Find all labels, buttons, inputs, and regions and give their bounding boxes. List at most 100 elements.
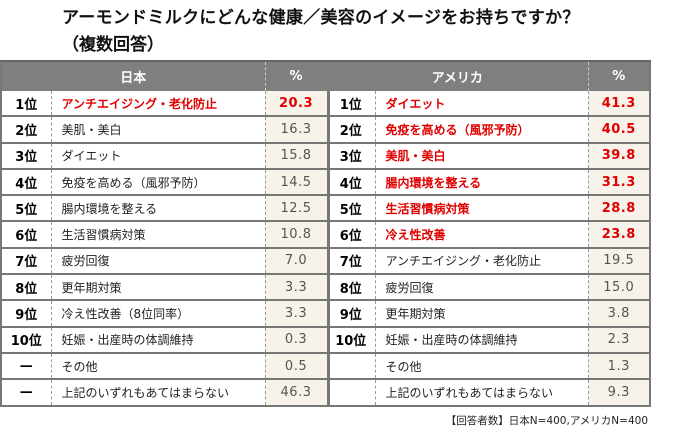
- table-row: 6位 生活習慣病対策 10.8: [1, 221, 329, 249]
- item-cell: 疲労回復: [375, 274, 589, 302]
- respondents-note: 【回答者数】日本N=400,アメリカN=400: [445, 415, 648, 427]
- pct-cell: 15.0: [588, 274, 651, 302]
- pct-cell: 39.8: [588, 142, 651, 170]
- table-row: 7位 アンチエイジング・老化防止 19.5: [327, 247, 651, 276]
- item-cell: アンチエイジング・老化防止: [51, 91, 266, 118]
- item-cell: ダイエット: [375, 91, 589, 118]
- item-cell: 生活習慣病対策: [51, 221, 266, 249]
- pct-cell: 3.8: [588, 300, 651, 328]
- rank-cell: 2位: [1, 116, 52, 144]
- table-row: 1位 アンチエイジング・老化防止 20.3: [1, 91, 329, 118]
- rank-cell: 5位: [1, 195, 52, 223]
- pct-cell: 31.3: [588, 168, 651, 197]
- pct-cell: 28.8: [588, 195, 651, 223]
- item-cell: 免疫を高める（風邪予防）: [375, 116, 589, 144]
- america-pct-header: %: [587, 60, 651, 91]
- item-cell: 免疫を高める（風邪予防）: [51, 168, 266, 197]
- pct-cell: 41.3: [588, 91, 651, 118]
- pct-cell: 16.3: [265, 116, 329, 144]
- rank-cell: 9位: [1, 300, 52, 328]
- america-table: アメリカ% 1位 ダイエット 41.3 2位 免疫を高める（風邪予防） 40.5 3位 美肌・…: [327, 60, 652, 407]
- rank-cell: 5位: [327, 195, 376, 223]
- rank-cell: 8位: [1, 274, 52, 302]
- item-cell: 美肌・美白: [375, 142, 589, 170]
- item-cell: 上記のいずれもあてはまらない: [375, 379, 589, 407]
- pct-cell: 12.5: [265, 195, 329, 223]
- pct-cell: 1.3: [588, 352, 651, 381]
- pct-cell: 19.5: [588, 247, 651, 276]
- rank-cell: 7位: [327, 247, 376, 276]
- item-cell: 妊娠・出産時の体調維持: [51, 326, 266, 354]
- table-row: 1位 ダイエット 41.3: [327, 91, 651, 118]
- rank-cell: 7位: [1, 247, 52, 276]
- table-row: 7位 疲労回復 7.0: [1, 247, 329, 276]
- rank-cell: —: [1, 352, 52, 381]
- table-row: 8位 更年期対策 3.3: [1, 274, 329, 302]
- pct-cell: 0.5: [265, 352, 329, 381]
- rank-cell: 1位: [327, 91, 376, 118]
- rank-cell: 4位: [327, 168, 376, 197]
- rank-cell: 6位: [1, 221, 52, 249]
- rank-cell: —: [1, 379, 52, 407]
- table-row: 5位 腸内環境を整える 12.5: [1, 195, 329, 223]
- table-row: — その他 0.5: [1, 352, 329, 381]
- table-row: 2位 免疫を高める（風邪予防） 40.5: [327, 116, 651, 144]
- item-cell: 更年期対策: [51, 274, 266, 302]
- table-row: 4位 免疫を高める（風邪予防） 14.5: [1, 168, 329, 197]
- pct-cell: 2.3: [588, 326, 651, 354]
- rank-cell: 10位: [1, 326, 52, 354]
- item-cell: 腸内環境を整える: [51, 195, 266, 223]
- rank-cell: 2位: [327, 116, 376, 144]
- item-cell: 上記のいずれもあてはまらない: [51, 379, 266, 407]
- table-row: 3位 美肌・美白 39.8: [327, 142, 651, 170]
- item-cell: 更年期対策: [375, 300, 589, 328]
- item-cell: 冷え性改善（8位同率）: [51, 300, 266, 328]
- pct-cell: 20.3: [265, 91, 329, 118]
- japan-pct-header: %: [264, 60, 329, 91]
- table-row: 3位 ダイエット 15.8: [1, 142, 329, 170]
- table-row: 10位 妊娠・出産時の体調維持 0.3: [1, 326, 329, 354]
- page-title: アーモンドミルクにどんな健康／美容のイメージをお持ちですか？: [62, 8, 580, 28]
- item-cell: 疲労回復: [51, 247, 266, 276]
- table-row: 9位 更年期対策 3.8: [327, 300, 651, 328]
- table-row: 5位 生活習慣病対策 28.8: [327, 195, 651, 223]
- rank-cell: 8位: [327, 274, 376, 302]
- rank-cell: 10位: [327, 326, 376, 354]
- rank-cell: 6位: [327, 221, 376, 249]
- pct-cell: 14.5: [265, 168, 329, 197]
- america-header: アメリカ: [327, 60, 589, 91]
- table-row: — 上記のいずれもあてはまらない 46.3: [1, 379, 329, 407]
- table-row: その他 1.3: [327, 352, 651, 381]
- pct-cell: 46.3: [265, 379, 329, 407]
- rank-cell: [327, 352, 376, 381]
- item-cell: 妊娠・出産時の体調維持: [375, 326, 589, 354]
- item-cell: アンチエイジング・老化防止: [375, 247, 589, 276]
- table-row: 2位 美肌・美白 16.3: [1, 116, 329, 144]
- pct-cell: 10.8: [265, 221, 329, 249]
- item-cell: その他: [51, 352, 266, 381]
- rank-cell: 3位: [1, 142, 52, 170]
- item-cell: 腸内環境を整える: [375, 168, 589, 197]
- rank-cell: [327, 379, 376, 407]
- table-row: 9位 冷え性改善（8位同率） 3.3: [1, 300, 329, 328]
- rank-cell: 3位: [327, 142, 376, 170]
- pct-cell: 0.3: [265, 326, 329, 354]
- table-row: 6位 冷え性改善 23.8: [327, 221, 651, 249]
- item-cell: ダイエット: [51, 142, 266, 170]
- pct-cell: 3.3: [265, 274, 329, 302]
- table-row: 10位 妊娠・出産時の体調維持 2.3: [327, 326, 651, 354]
- japan-header: 日本: [1, 60, 266, 91]
- page-subtitle: （複数回答）: [62, 35, 164, 55]
- pct-cell: 23.8: [588, 221, 651, 249]
- pct-cell: 40.5: [588, 116, 651, 144]
- table-row: 上記のいずれもあてはまらない 9.3: [327, 379, 651, 407]
- pct-cell: 3.3: [265, 300, 329, 328]
- table-row: 8位 疲労回復 15.0: [327, 274, 651, 302]
- pct-cell: 9.3: [588, 379, 651, 407]
- rank-cell: 4位: [1, 168, 52, 197]
- table-row: 4位 腸内環境を整える 31.3: [327, 168, 651, 197]
- pct-cell: 15.8: [265, 142, 329, 170]
- rank-cell: 1位: [1, 91, 52, 118]
- item-cell: その他: [375, 352, 589, 381]
- item-cell: 生活習慣病対策: [375, 195, 589, 223]
